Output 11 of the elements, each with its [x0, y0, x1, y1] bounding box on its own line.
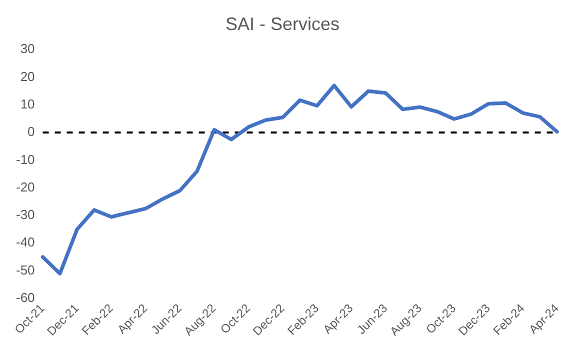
y-tick-label: -50	[16, 262, 35, 278]
y-tick-label: -10	[16, 152, 35, 167]
y-tick-label: -20	[16, 179, 35, 194]
y-tick-label: 10	[20, 96, 35, 112]
y-tick-label: 20	[20, 68, 35, 84]
y-tick-label: 0	[28, 124, 35, 140]
y-tick-label: -30	[16, 207, 35, 222]
chart-title: SAI - Services	[225, 14, 340, 34]
y-tick-label: -40	[16, 234, 35, 250]
y-tick-label: 30	[20, 41, 35, 56]
y-tick-label: -60	[16, 290, 35, 306]
